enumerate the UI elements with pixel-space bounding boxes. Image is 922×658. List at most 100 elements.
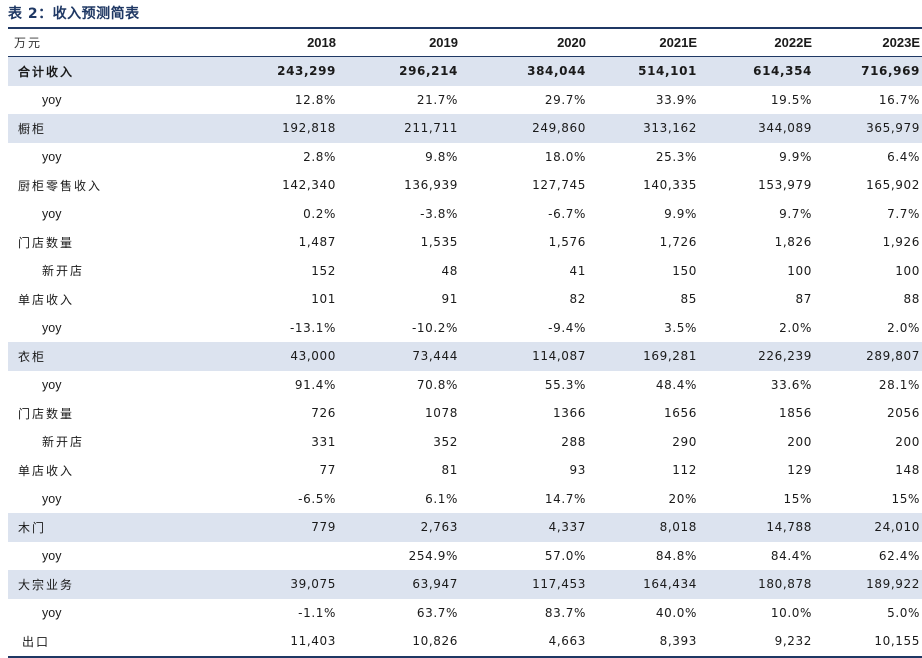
table-cell: 6.1% <box>425 491 458 506</box>
table-cell: 77 <box>319 463 336 478</box>
table-row: 门店数量 726 1078 1366 1656 1856 2056 <box>8 399 922 428</box>
table-cell: 83.7% <box>544 605 586 620</box>
table-cell: 63,947 <box>338 570 460 599</box>
table-cell: 100 <box>895 263 920 278</box>
row-label: 门店数量 <box>18 235 75 250</box>
table-cell: 2.0% <box>887 320 920 335</box>
table-cell: 5.0% <box>887 605 920 620</box>
table-cell: -9.4% <box>548 320 586 335</box>
table-cell: 20% <box>668 491 697 506</box>
table-cell: 7.7% <box>887 206 920 221</box>
row-label: yoy <box>42 320 62 335</box>
table-cell: 150 <box>672 263 697 278</box>
table-row: yoy -6.5% 6.1% 14.7% 20% 15% 15% <box>8 485 922 514</box>
table-row: 衣柜 43,000 73,444 114,087 169,281 226,239 289,8… <box>8 342 922 371</box>
table-cell: 1,826 <box>774 235 812 250</box>
table-cell: -3.8% <box>420 206 458 221</box>
table-cell: 48 <box>441 263 458 278</box>
table-cell: 1366 <box>553 406 586 421</box>
table-row: yoy -1.1% 63.7% 83.7% 40.0% 10.0% 5.0% <box>8 599 922 628</box>
row-label: yoy <box>42 605 62 620</box>
revenue-forecast-table-container: 万元 2018 2019 2020 2021E 2022E 2023E 合计收入… <box>8 27 922 658</box>
table-cell: 48.4% <box>655 377 697 392</box>
table-cell: 129 <box>787 463 812 478</box>
table-cell: 165,902 <box>866 178 920 193</box>
table-cell: 140,335 <box>643 178 697 193</box>
table-cell: 21.7% <box>416 92 458 107</box>
row-label: yoy <box>42 548 62 563</box>
table-cell: 2,763 <box>338 513 460 542</box>
table-cell: 41 <box>569 263 586 278</box>
table-cell: 2.0% <box>779 320 812 335</box>
table-cell: 249,860 <box>460 114 588 143</box>
table-cell: 514,101 <box>588 56 699 86</box>
table-cell: 9.9% <box>664 206 697 221</box>
table-cell: 25.3% <box>655 149 697 164</box>
table-cell: 2.8% <box>303 149 336 164</box>
table-cell: 91.4% <box>294 377 336 392</box>
table-row: 出口 11,403 10,826 4,663 8,393 9,232 10,155 <box>8 627 922 658</box>
row-label: yoy <box>42 206 62 221</box>
table-cell: 18.0% <box>544 149 586 164</box>
row-label: 单店收入 <box>18 463 75 478</box>
table-cell: 100 <box>787 263 812 278</box>
table-cell: 28.1% <box>878 377 920 392</box>
table-cell: 189,922 <box>814 570 922 599</box>
unit-label: 万元 <box>8 27 240 57</box>
table-cell: 1,726 <box>659 235 697 250</box>
row-label: 厨柜零售收入 <box>18 178 103 193</box>
table-cell: 352 <box>433 434 458 449</box>
table-row: yoy 91.4% 70.8% 55.3% 48.4% 33.6% 28.1% <box>8 371 922 400</box>
table-cell: 313,162 <box>588 114 699 143</box>
table-row: 橱柜 192,818 211,711 249,860 313,162 344,089 365… <box>8 114 922 143</box>
table-cell: 289,807 <box>814 342 922 371</box>
table-cell: 288 <box>561 434 586 449</box>
table-cell: 3.5% <box>664 320 697 335</box>
table-cell: 57.0% <box>544 548 586 563</box>
row-label: yoy <box>42 92 62 107</box>
table-cell: 8,018 <box>588 513 699 542</box>
table-cell: 16.7% <box>878 92 920 107</box>
row-label: yoy <box>42 149 62 164</box>
table-cell: 39,075 <box>240 570 338 599</box>
table-cell: 200 <box>895 434 920 449</box>
table-cell: 614,354 <box>699 56 814 86</box>
row-label: 单店收入 <box>18 292 75 307</box>
table-cell: 226,239 <box>699 342 814 371</box>
table-cell: 19.5% <box>770 92 812 107</box>
table-cell: 9.8% <box>425 149 458 164</box>
table-cell: 1,487 <box>298 235 336 250</box>
table-cell: 85 <box>680 292 697 307</box>
table-cell: 200 <box>787 434 812 449</box>
row-label: 衣柜 <box>8 342 240 371</box>
table-cell: 73,444 <box>338 342 460 371</box>
table-body: 合计收入 243,299 296,214 384,044 514,101 614,354 7… <box>8 56 922 658</box>
table-cell: 1,926 <box>882 235 920 250</box>
row-label: 大宗业务 <box>8 570 240 599</box>
table-row: yoy 0.2% -3.8% -6.7% 9.9% 9.7% 7.7% <box>8 200 922 229</box>
table-cell: -10.2% <box>411 320 458 335</box>
table-cell: 62.4% <box>878 548 920 563</box>
table-row: 新开店 331 352 288 290 200 200 <box>8 428 922 457</box>
table-cell: 164,434 <box>588 570 699 599</box>
table-cell: 4,337 <box>460 513 588 542</box>
column-header: 2018 <box>240 27 338 57</box>
table-cell: 384,044 <box>460 56 588 86</box>
table-row: 厨柜零售收入 142,340 136,939 127,745 140,335 153,97… <box>8 171 922 200</box>
table-cell: 716,969 <box>814 56 922 86</box>
table-row: yoy 2.8% 9.8% 18.0% 25.3% 9.9% 6.4% <box>8 143 922 172</box>
table-cell: 8,393 <box>588 627 699 658</box>
row-label: 木门 <box>8 513 240 542</box>
table-cell: 55.3% <box>544 377 586 392</box>
row-label: 门店数量 <box>18 406 75 421</box>
table-cell: 114,087 <box>460 342 588 371</box>
table-cell: 9.7% <box>779 206 812 221</box>
row-label: yoy <box>42 491 62 506</box>
table-cell: 1,576 <box>548 235 586 250</box>
table-row: 大宗业务 39,075 63,947 117,453 164,434 180,878 189… <box>8 570 922 599</box>
column-header: 2020 <box>460 27 588 57</box>
table-cell: 14.7% <box>544 491 586 506</box>
table-cell <box>240 542 338 571</box>
table-cell: 153,979 <box>758 178 812 193</box>
row-label: 新开店 <box>42 435 85 450</box>
